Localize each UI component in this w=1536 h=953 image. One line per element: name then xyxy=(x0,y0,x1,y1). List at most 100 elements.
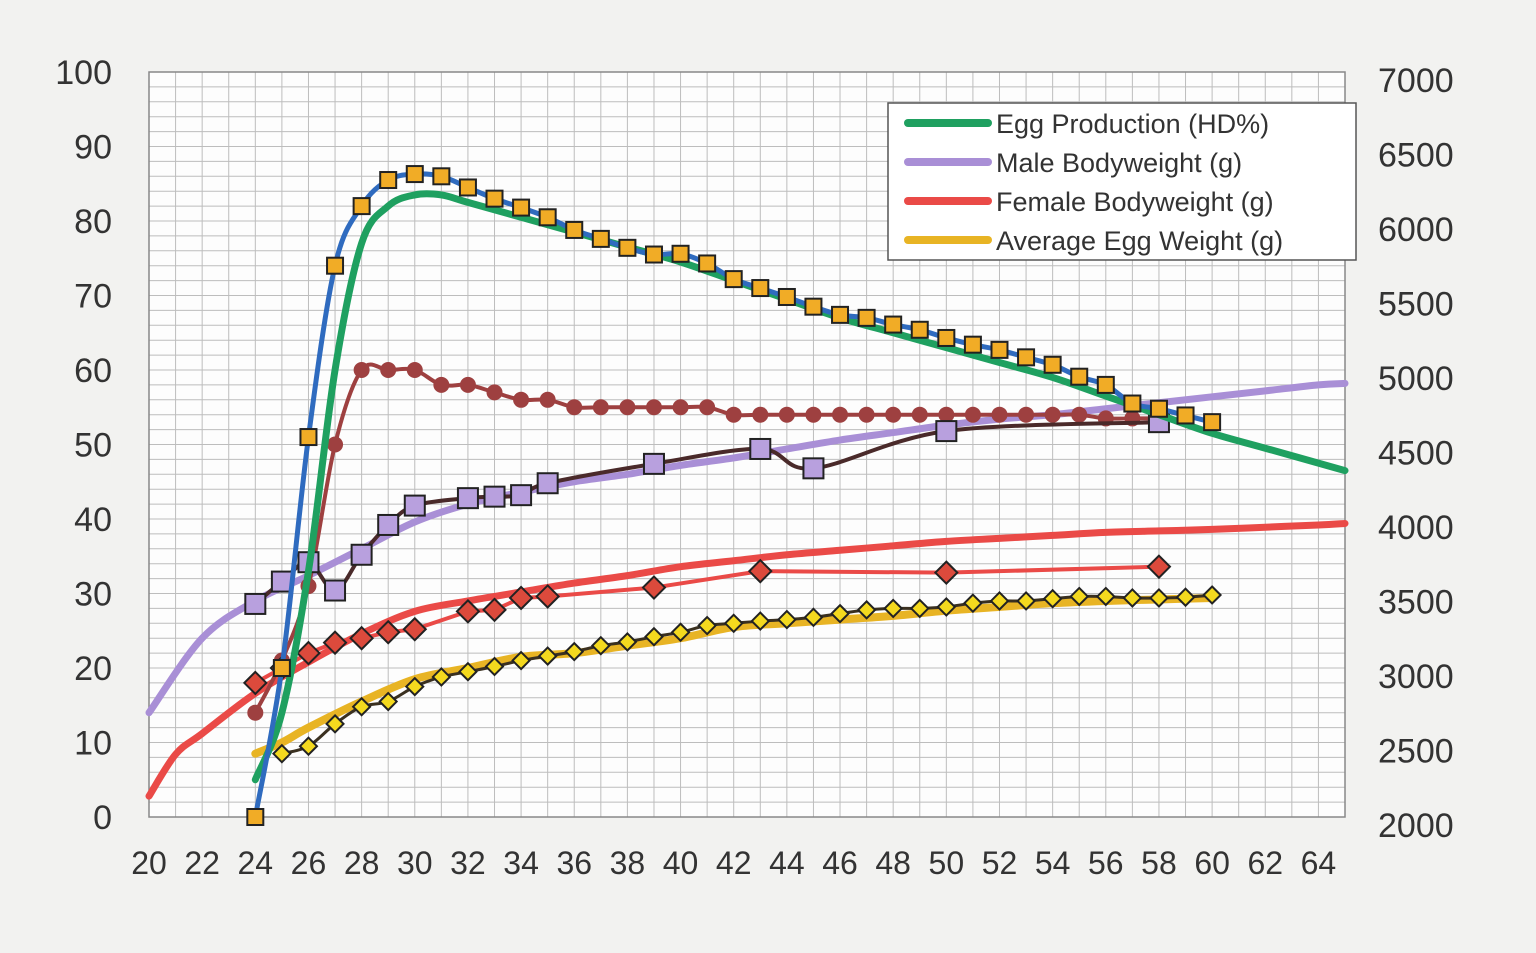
series-point-actual-egg-weight xyxy=(1095,586,1116,607)
y-left-tick-label: 100 xyxy=(55,54,112,92)
series-point-actual-egg-weight xyxy=(431,667,452,687)
series-point-actual-production xyxy=(485,189,504,208)
series-point-actual-egg-weight xyxy=(1122,588,1143,608)
series-point-actual-female-peak xyxy=(247,704,264,721)
series-point-actual-production xyxy=(1203,413,1222,432)
series-point-actual-egg-weight xyxy=(378,691,399,712)
series-point-actual-female-peak xyxy=(433,376,450,393)
series-point-actual-production xyxy=(326,256,345,275)
series-point-actual-female-peak xyxy=(832,406,849,423)
series-point-actual-female-peak xyxy=(327,436,344,453)
series-point-actual-female-peak xyxy=(885,406,902,423)
series-point-actual-production xyxy=(910,320,929,339)
series-point-actual-egg-weight xyxy=(776,609,797,630)
y-left-tick-label: 90 xyxy=(74,129,112,167)
series-point-actual-egg-weight xyxy=(909,598,930,619)
series-point-actual-egg-weight xyxy=(723,613,744,634)
y-left-tick-label: 40 xyxy=(74,501,112,539)
x-tick-label: 40 xyxy=(663,845,699,881)
y-left-tick-label: 30 xyxy=(74,576,112,614)
series-point-actual-female-peak xyxy=(752,406,769,423)
x-tick-label: 22 xyxy=(184,845,220,881)
series-point-actual-production xyxy=(671,244,690,263)
series-point-actual-female-peak xyxy=(858,406,875,423)
series-point-actual-male xyxy=(456,487,479,510)
series-point-actual-production xyxy=(990,340,1009,359)
series-point-actual-female-peak xyxy=(938,406,955,423)
series-point-actual-female-peak xyxy=(513,391,530,408)
y-right-tick-label: 4500 xyxy=(1378,435,1454,473)
series-point-actual-production xyxy=(379,171,398,190)
series-point-actual-female-peak xyxy=(539,391,556,408)
x-tick-label: 42 xyxy=(716,845,752,881)
series-point-actual-production xyxy=(1017,348,1036,367)
y-right-tick-label: 6000 xyxy=(1378,211,1454,249)
series-point-actual-egg-weight xyxy=(298,736,319,757)
x-tick-label: 54 xyxy=(1035,845,1071,881)
series-point-actual-female xyxy=(747,558,773,584)
y-right-tick-label: 4000 xyxy=(1378,509,1454,547)
series-point-actual-production xyxy=(963,335,982,354)
series-point-actual-female xyxy=(242,670,268,696)
series-point-actual-production xyxy=(857,308,876,327)
series-point-actual-production xyxy=(751,279,770,298)
series-point-actual-male xyxy=(802,457,825,480)
series-point-actual-production xyxy=(591,229,610,248)
series-point-actual-male xyxy=(536,472,559,495)
series-point-actual-female xyxy=(296,640,321,666)
x-tick-label: 32 xyxy=(450,845,486,881)
series-point-actual-production xyxy=(352,197,371,216)
series-point-actual-production xyxy=(1096,375,1115,394)
x-tick-label: 60 xyxy=(1194,845,1230,881)
y-left-tick-label: 60 xyxy=(74,352,112,390)
x-tick-label: 30 xyxy=(397,845,433,881)
series-point-actual-production xyxy=(405,165,424,184)
x-tick-label: 62 xyxy=(1247,845,1283,881)
series-point-actual-production xyxy=(272,659,291,677)
x-tick-label: 28 xyxy=(344,845,380,881)
series-point-actual-egg-weight xyxy=(404,676,425,697)
series-point-actual-female xyxy=(375,619,401,645)
x-tick-label: 46 xyxy=(822,845,858,881)
series-point-actual-male xyxy=(510,484,533,507)
plot-border xyxy=(148,71,1346,818)
series-point-actual-egg-weight xyxy=(697,615,718,636)
series-point-actual-production xyxy=(432,167,451,186)
x-tick-label: 20 xyxy=(131,845,167,881)
y-left-tick-label: 10 xyxy=(74,725,112,763)
series-point-actual-female-peak xyxy=(699,399,716,416)
series-point-actual-egg-weight xyxy=(1202,585,1223,605)
series-point-actual-egg-weight xyxy=(1016,591,1036,611)
series-point-actual-male xyxy=(483,485,506,508)
series-point-actual-male xyxy=(350,543,373,566)
series-point-actual-female xyxy=(482,597,507,623)
series-point-actual-female-peak xyxy=(1018,406,1035,423)
series-point-actual-male xyxy=(244,592,267,615)
series-point-actual-egg-weight xyxy=(1175,587,1196,608)
series-point-actual-production xyxy=(777,287,796,306)
x-tick-label: 64 xyxy=(1301,845,1337,881)
series-point-actual-female xyxy=(933,560,959,586)
series-point-actual-male xyxy=(749,437,772,460)
series-point-actual-female-peak xyxy=(353,362,370,378)
legend-box xyxy=(887,102,1357,261)
series-point-actual-female-peak xyxy=(380,362,397,378)
series-point-actual-female-peak xyxy=(645,399,662,416)
series-point-actual-production xyxy=(1149,399,1168,418)
series-point-actual-female-peak xyxy=(964,406,981,423)
x-tick-label: 50 xyxy=(929,845,965,881)
series-point-actual-female-peak xyxy=(1044,406,1061,423)
series-point-actual-egg-weight xyxy=(325,713,345,734)
series-point-actual-production xyxy=(644,245,663,264)
y-left-tick-label: 20 xyxy=(74,650,112,688)
series-point-actual-production xyxy=(618,238,637,257)
series-point-actual-egg-weight xyxy=(590,635,611,656)
series-point-actual-female-peak xyxy=(566,399,583,416)
series-point-actual-egg-weight xyxy=(856,599,877,620)
y-left-tick-label: 80 xyxy=(74,203,112,241)
series-point-actual-egg-weight xyxy=(484,656,505,677)
y-right-tick-label: 5500 xyxy=(1378,286,1454,324)
series-point-actual-production xyxy=(804,297,823,316)
series-point-actual-egg-weight xyxy=(936,596,957,617)
series-point-actual-female xyxy=(1146,554,1172,580)
